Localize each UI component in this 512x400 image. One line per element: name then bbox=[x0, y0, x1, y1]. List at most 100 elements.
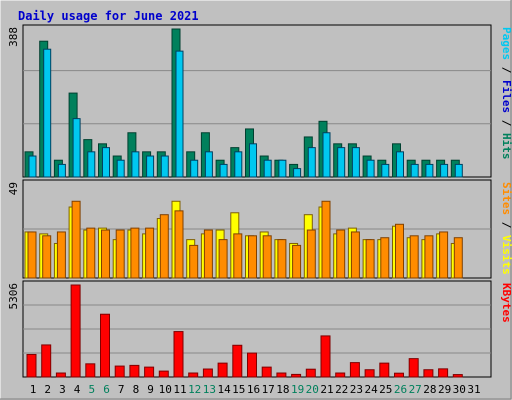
y-axis-label-part: Hits bbox=[500, 133, 512, 160]
bar-pages bbox=[366, 159, 375, 178]
bar-sites bbox=[365, 239, 375, 279]
bar-sites bbox=[350, 231, 360, 279]
bar-pages bbox=[396, 151, 404, 178]
bar-sites bbox=[424, 235, 434, 279]
x-tick-label: 18 bbox=[276, 383, 289, 396]
bar-pages bbox=[381, 163, 390, 178]
bar-kbytes bbox=[379, 362, 390, 378]
x-tick-label: 22 bbox=[335, 383, 348, 396]
bar-pages bbox=[160, 155, 169, 178]
y-axis-label-part: Visits bbox=[500, 235, 512, 275]
bar-kbytes bbox=[320, 335, 331, 378]
y-axis-label-part: / bbox=[500, 113, 512, 133]
bar-pages bbox=[102, 147, 110, 178]
bar-sites bbox=[321, 200, 331, 279]
x-tick-label: 25 bbox=[379, 383, 392, 396]
x-tick-label: 13 bbox=[203, 383, 216, 396]
bar-sites bbox=[203, 229, 213, 279]
bar-sites bbox=[189, 244, 199, 279]
bar-kbytes bbox=[55, 372, 66, 378]
bar-kbytes bbox=[408, 358, 419, 378]
bar-pages bbox=[28, 155, 37, 178]
bar-sites bbox=[159, 214, 169, 279]
bar-sites bbox=[306, 229, 316, 279]
bar-sites bbox=[86, 227, 96, 279]
x-tick-label: 20 bbox=[306, 383, 319, 396]
kbytes-panel: 5306 KBytes bbox=[7, 280, 512, 378]
bar-kbytes bbox=[129, 364, 140, 378]
x-tick-label: 29 bbox=[438, 383, 451, 396]
bar-pages bbox=[57, 163, 66, 178]
x-tick-label: 27 bbox=[409, 383, 422, 396]
x-tick-label: 3 bbox=[59, 383, 66, 396]
bar-kbytes bbox=[335, 372, 346, 378]
bar-pages bbox=[263, 159, 272, 178]
bar-sites bbox=[233, 233, 243, 279]
bar-sites bbox=[292, 244, 302, 279]
bar-sites bbox=[174, 210, 184, 279]
bar-pages bbox=[293, 168, 302, 178]
bar-sites bbox=[380, 237, 390, 279]
y-max-label: 5306 bbox=[7, 283, 20, 310]
x-axis-labels: 1 2 3 4 5 6 7 8 9 10 11 12 13 14 15 16 17 18 19 20 21 22 23 24 2… bbox=[30, 383, 481, 396]
bar-pages bbox=[337, 147, 346, 178]
bar-kbytes bbox=[202, 368, 213, 378]
bar-kbytes bbox=[85, 363, 96, 378]
bar-kbytes bbox=[394, 372, 404, 378]
bar-sites bbox=[42, 235, 52, 279]
x-tick-label: 9 bbox=[147, 383, 154, 396]
bar-pages bbox=[131, 151, 140, 178]
bar-pages bbox=[72, 118, 81, 178]
y-axis-label-part: KBytes bbox=[500, 283, 512, 323]
bar-kbytes bbox=[188, 372, 199, 378]
bar-sites bbox=[101, 229, 110, 279]
bar-kbytes bbox=[438, 368, 449, 378]
bar-kbytes bbox=[158, 370, 169, 378]
bar-kbytes bbox=[276, 372, 287, 378]
bar-pages bbox=[322, 132, 331, 178]
y-axis-label-part: / bbox=[500, 60, 512, 80]
y-max-label: 388 bbox=[7, 27, 20, 47]
bar-kbytes bbox=[261, 366, 272, 378]
x-tick-label: 28 bbox=[423, 383, 436, 396]
bar-pages bbox=[249, 143, 257, 178]
bar-kbytes bbox=[452, 374, 463, 378]
bar-kbytes bbox=[100, 313, 110, 378]
bar-pages bbox=[234, 151, 243, 178]
x-tick-label: 26 bbox=[394, 383, 407, 396]
y-axis-label-part: Sites bbox=[500, 182, 512, 215]
bar-pages bbox=[425, 163, 434, 178]
bar-sites bbox=[71, 200, 81, 279]
bar-kbytes bbox=[173, 331, 184, 378]
bar-kbytes bbox=[144, 366, 155, 378]
bar-pages bbox=[454, 163, 463, 178]
x-tick-label: 5 bbox=[88, 383, 95, 396]
y-max-label: 49 bbox=[7, 182, 20, 195]
bar-pages bbox=[43, 48, 52, 178]
x-tick-label: 6 bbox=[103, 383, 110, 396]
visits-panel: 49 Sites / Visits bbox=[7, 179, 512, 279]
bar-sites bbox=[409, 235, 419, 279]
bar-kbytes bbox=[423, 369, 434, 378]
y-axis-label-part: / bbox=[500, 215, 512, 235]
bar-pages bbox=[190, 159, 199, 178]
bar-sites bbox=[395, 223, 404, 279]
x-tick-label: 21 bbox=[320, 383, 333, 396]
bar-pages bbox=[307, 147, 316, 178]
bar-pages bbox=[87, 151, 96, 178]
x-tick-label: 31 bbox=[467, 383, 480, 396]
x-tick-label: 14 bbox=[217, 383, 231, 396]
y-axis-label: Pages / Files / Hits bbox=[500, 27, 512, 160]
bar-kbytes bbox=[305, 368, 316, 378]
bar-kbytes bbox=[349, 362, 360, 378]
bar-pages bbox=[351, 147, 360, 178]
x-tick-label: 23 bbox=[350, 383, 363, 396]
x-tick-label: 17 bbox=[262, 383, 275, 396]
bar-kbytes bbox=[41, 344, 52, 378]
chart-panels: 388 Pages / Files / Hits 49 Sites / Visits 5… bbox=[7, 24, 512, 378]
x-tick-label: 7 bbox=[118, 383, 125, 396]
bar-pages bbox=[219, 163, 228, 178]
bar-kbytes bbox=[232, 344, 243, 378]
bar-pages bbox=[204, 151, 213, 178]
